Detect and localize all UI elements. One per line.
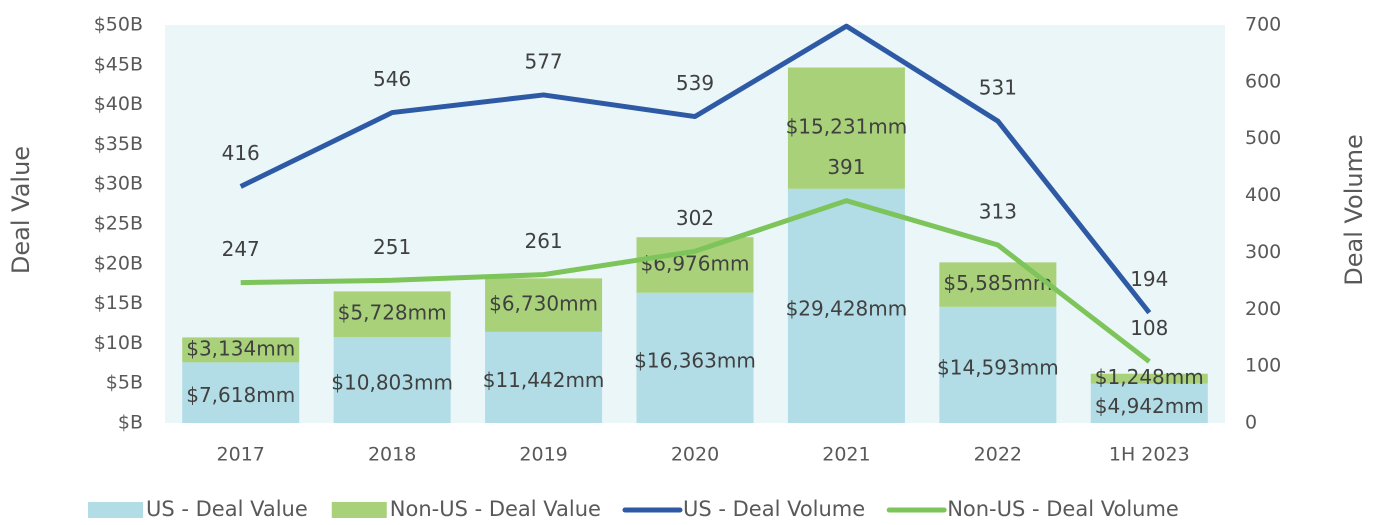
- y-tick-label: $50B: [94, 14, 143, 36]
- bar: [1090, 383, 1208, 423]
- legend-label: Non-US - Deal Volume: [947, 497, 1179, 521]
- bar-label: $5,728mm: [338, 301, 447, 325]
- bar: [636, 237, 754, 293]
- line-label: 302: [676, 206, 714, 230]
- y2-tick-label: 100: [1245, 355, 1281, 377]
- x-tick-label: 2020: [671, 444, 719, 466]
- bar: [333, 337, 451, 423]
- y-tick-label: $25B: [94, 213, 143, 235]
- bar: [939, 306, 1057, 423]
- legend-label: Non-US - Deal Value: [390, 497, 601, 521]
- x-tick-label: 1H 2023: [1109, 444, 1190, 466]
- y-tick-label: $20B: [94, 252, 143, 274]
- line-label: 698: [827, 0, 865, 5]
- x-tick-label: 2021: [822, 444, 870, 466]
- y2-axis-title: Deal Volume: [1340, 134, 1368, 286]
- y2-tick-label: 200: [1245, 298, 1281, 320]
- y2-tick-label: 0: [1245, 412, 1257, 434]
- y-tick-label: $40B: [94, 93, 143, 115]
- bar-label: $4,942mm: [1095, 394, 1204, 418]
- y-tick-label: $45B: [94, 53, 143, 75]
- bar-label: $11,442mm: [483, 368, 605, 392]
- x-tick-label: 2018: [368, 444, 416, 466]
- line-label: 531: [979, 76, 1017, 100]
- line: [239, 23, 1152, 315]
- y-tick-label: $5B: [106, 372, 143, 394]
- bar: [636, 292, 754, 423]
- line-label: 577: [524, 49, 562, 73]
- legend-swatch: [88, 502, 143, 518]
- y2-tick-label: 300: [1245, 241, 1281, 263]
- bar: [333, 291, 451, 338]
- bar: [939, 262, 1057, 307]
- legend-label: US - Deal Volume: [683, 497, 865, 521]
- line-label: 261: [524, 229, 562, 253]
- y2-tick-label: 700: [1245, 14, 1281, 36]
- line-label: 313: [979, 200, 1017, 224]
- y-axis-title: Deal Value: [7, 146, 35, 274]
- bar-label: $29,428mm: [786, 296, 908, 320]
- line-label: 416: [222, 141, 260, 165]
- bar-label: $16,363mm: [634, 348, 756, 372]
- x-tick-label: 2022: [974, 444, 1022, 466]
- bar: [182, 362, 300, 423]
- y-tick-label: $30B: [94, 173, 143, 195]
- bar-label: $14,593mm: [937, 355, 1059, 379]
- line-label: 194: [1130, 267, 1168, 291]
- bar-label: $15,231mm: [786, 115, 908, 139]
- bar-label: $1,248mm: [1095, 365, 1204, 389]
- y2-tick-label: 400: [1245, 184, 1281, 206]
- y2-tick-label: 500: [1245, 127, 1281, 149]
- x-tick-label: 2019: [519, 444, 567, 466]
- line: [240, 198, 1151, 364]
- bar: [485, 331, 603, 423]
- bar: [787, 188, 905, 423]
- line-label: 546: [373, 67, 411, 91]
- line-label: 108: [1130, 316, 1168, 340]
- y-tick-label: $15B: [94, 292, 143, 314]
- line-label: 247: [222, 237, 260, 261]
- line-label: 539: [676, 71, 714, 95]
- bar: [485, 278, 603, 332]
- x-tick-label: 2017: [217, 444, 265, 466]
- bar-label: $10,803mm: [331, 371, 453, 395]
- y2-tick-label: 600: [1245, 70, 1281, 92]
- bar: [787, 67, 905, 189]
- line-label: 391: [827, 155, 865, 179]
- bar-label: $3,134mm: [186, 336, 295, 360]
- legend-swatch: [331, 502, 387, 518]
- legend-label: US - Deal Value: [146, 497, 308, 521]
- y-tick-label: $B: [118, 412, 143, 434]
- line-label: 251: [373, 235, 411, 259]
- bar-label: $7,618mm: [186, 383, 295, 407]
- bar: [182, 337, 300, 363]
- y-tick-label: $10B: [94, 332, 143, 354]
- y-tick-label: $35B: [94, 133, 143, 155]
- bar-label: $6,730mm: [489, 292, 598, 316]
- bar: [1090, 373, 1208, 384]
